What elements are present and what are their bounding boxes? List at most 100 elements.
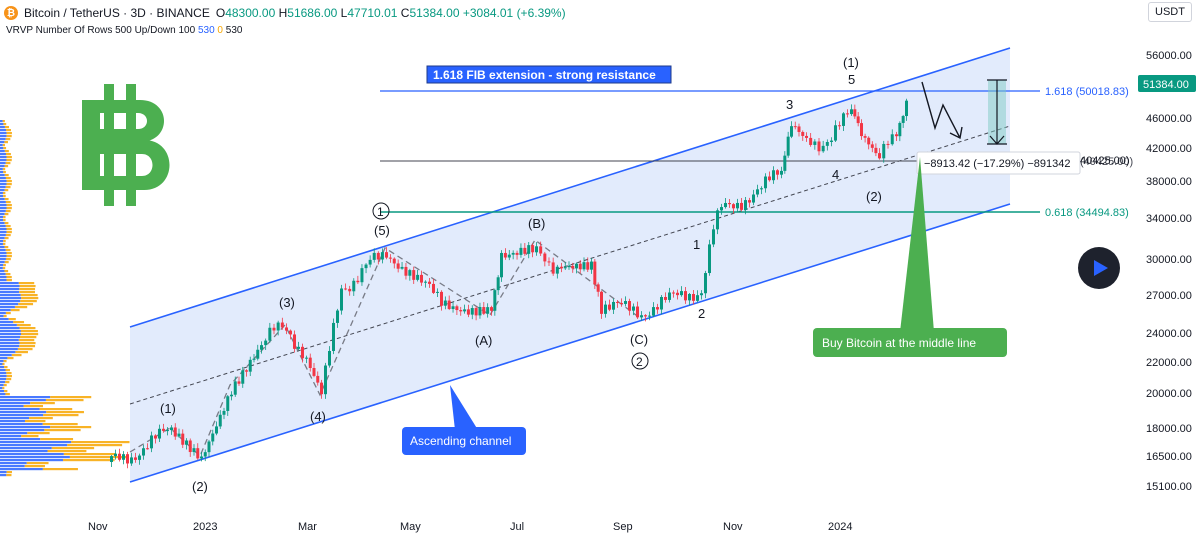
vp-up-bar [0, 390, 5, 393]
candle-body [652, 307, 655, 316]
channel-lower-line[interactable] [129, 203, 1011, 483]
candle-body [760, 188, 763, 190]
symbol-header: ₿ Bitcoin / TetherUS · 3D · BINANCE O483… [4, 4, 566, 22]
vp-down-bar [13, 321, 25, 324]
symbol-title[interactable]: Bitcoin / TetherUS · 3D · BINANCE [24, 6, 210, 20]
fib-banner-box[interactable] [426, 65, 672, 84]
vp-down-bar [51, 447, 95, 450]
candle-body [356, 280, 360, 283]
vp-up-bar [0, 300, 21, 303]
measure-arrow-icon [989, 135, 1005, 145]
vp-up-bar [0, 378, 7, 381]
vp-up-bar [0, 327, 20, 330]
vp-down-bar [7, 357, 14, 360]
vp-up-bar [0, 174, 5, 177]
wave-label: (1) [160, 401, 176, 416]
candle-body [748, 200, 751, 203]
vp-up-bar [0, 228, 7, 231]
candle-body [825, 141, 829, 146]
vp-down-bar [20, 330, 38, 333]
candle-body [867, 137, 871, 145]
time-tick: Nov [723, 521, 743, 533]
vp-down-bar [42, 423, 78, 426]
candle-body [455, 306, 459, 311]
vp-up-bar [0, 156, 7, 159]
candle-body [684, 291, 687, 301]
time-axis[interactable]: Nov 2023 Mar May Jul Sep Nov 2024 [88, 521, 852, 533]
candle-body [490, 307, 493, 311]
candle-body [555, 266, 559, 274]
vp-down-bar [21, 435, 39, 438]
candle-body [901, 116, 905, 123]
vp-up-bar [0, 198, 5, 201]
vp-down-bar [20, 294, 38, 297]
vp-down-bar [6, 255, 12, 258]
candle-body [122, 454, 125, 460]
candle-body [838, 125, 841, 127]
channel-upper-line[interactable] [129, 47, 1011, 328]
candle-body [154, 435, 157, 439]
candle-body [482, 307, 486, 314]
vp-up-bar [0, 246, 5, 249]
vp-down-bar [69, 456, 128, 459]
candle-body [523, 247, 527, 254]
vp-down-bar [2, 120, 5, 123]
vp-down-bar [5, 249, 11, 252]
vp-down-bar [6, 471, 12, 474]
vp-down-bar [46, 411, 84, 414]
price-tick: 15100.00 [1146, 481, 1192, 493]
vp-down-bar [4, 222, 9, 225]
vp-down-bar [5, 186, 11, 189]
candle-body [233, 381, 237, 395]
indicator-legend[interactable]: VRVP Number Of Rows 500 Up/Down 100 530 … [6, 25, 243, 36]
candle-body [110, 456, 113, 462]
buy-callout-box[interactable] [813, 328, 1007, 357]
price-tick: 40425.00) [1080, 155, 1130, 167]
vp-up-bar [0, 132, 7, 135]
vp-up-bar [0, 123, 4, 126]
vp-up-bar [0, 387, 3, 390]
candle-body [648, 315, 651, 317]
vp-up-bar [0, 459, 64, 462]
candle-body [344, 288, 348, 290]
price-axis[interactable]: 56000.00 46000.00 42000.00 40425.00) 38000.0… [1080, 50, 1192, 493]
candle-body [388, 257, 392, 259]
candle-body [447, 300, 451, 309]
candle-body [898, 122, 902, 137]
candle-body [578, 263, 582, 270]
vp-up-bar [0, 225, 6, 228]
candle-body [432, 283, 435, 293]
candle-body [192, 448, 196, 453]
candle-body [531, 245, 535, 253]
candle-body [142, 448, 145, 456]
candle-body [817, 141, 821, 152]
vp-up-bar [0, 351, 16, 354]
vp-down-bar [18, 303, 34, 306]
currency-button[interactable]: USDT [1148, 2, 1192, 22]
candle-body [616, 301, 619, 303]
wave-circle-1 [372, 202, 390, 220]
candle-body [608, 304, 611, 310]
candle-body [850, 109, 853, 115]
vp-up-bar [0, 306, 15, 309]
candle-body [470, 308, 474, 315]
candle-body [316, 375, 320, 383]
candle-body [805, 135, 808, 138]
channel-callout-box[interactable] [402, 427, 526, 455]
candle-body [590, 261, 593, 270]
vp-up-bar [0, 192, 3, 195]
candle-body [660, 296, 663, 310]
vp-down-bar [19, 288, 36, 291]
candle-body [846, 113, 849, 115]
vp-down-bar [29, 417, 53, 420]
vp-up-bar [0, 249, 6, 252]
candle-body [207, 441, 211, 453]
candle-body [181, 433, 185, 445]
vp-up-bar [0, 375, 7, 378]
play-button[interactable] [1078, 247, 1120, 289]
candle-body [672, 292, 675, 294]
price-tick: 18000.00 [1146, 423, 1192, 435]
vp-up-bar [0, 462, 27, 465]
candle-body [364, 264, 368, 269]
